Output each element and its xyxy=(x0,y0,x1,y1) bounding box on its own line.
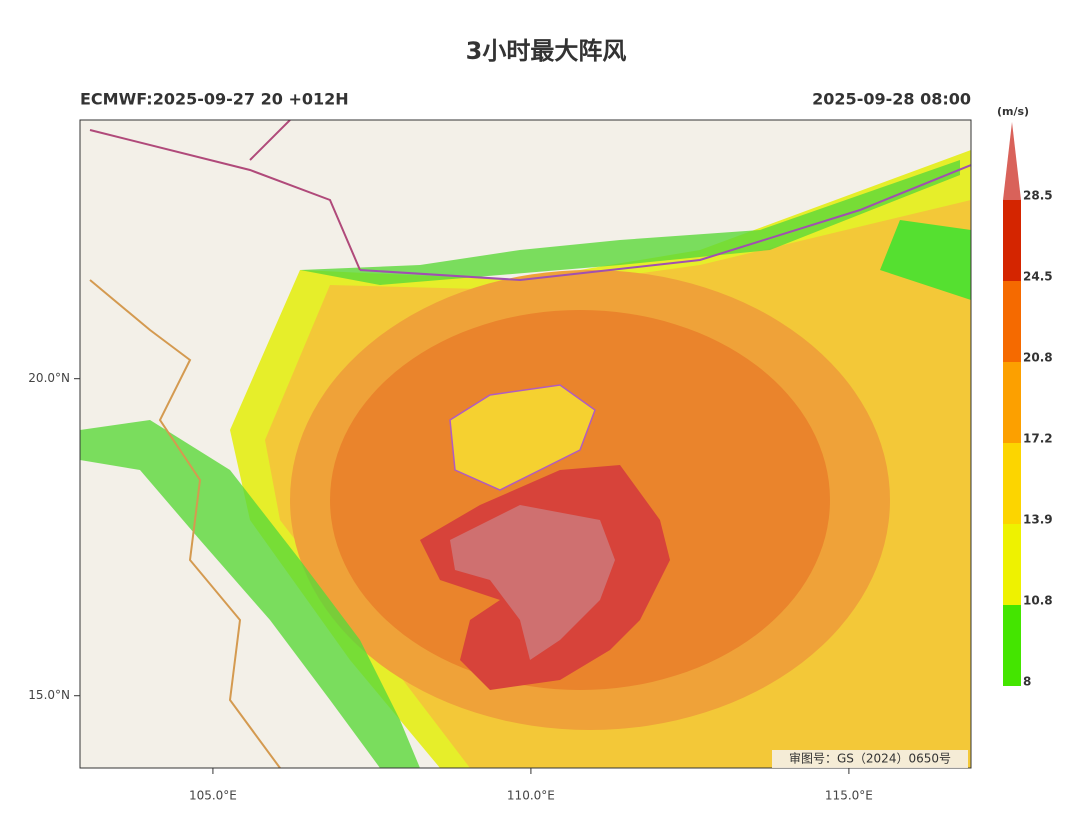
colorbar-label: 13.9 xyxy=(1023,513,1053,527)
colorbar-segment xyxy=(1003,362,1021,443)
x-tick-label: 110.0°E xyxy=(507,789,555,803)
colorbar-segment xyxy=(1003,605,1021,686)
colorbar-segment xyxy=(1003,443,1021,524)
colorbar-label: 17.2 xyxy=(1023,432,1053,446)
colorbar-label: 24.5 xyxy=(1023,270,1053,284)
colorbar-label: 20.8 xyxy=(1023,351,1053,365)
zone-pink xyxy=(450,505,615,660)
subtitle-left: ECMWF:2025-09-27 20 +012H xyxy=(80,90,349,109)
colorbar-segment xyxy=(1003,281,1021,362)
colorbar-label: 8 xyxy=(1023,675,1031,689)
colorbar-segment xyxy=(1003,524,1021,605)
zone-green-coast xyxy=(80,420,420,768)
border xyxy=(89,120,361,271)
colorbar-segment xyxy=(1003,200,1021,281)
colorbar-unit: (m/s) xyxy=(997,105,1029,118)
zone-green-north xyxy=(300,160,960,285)
title: 3小时最大阵风 xyxy=(466,37,627,65)
map-field xyxy=(80,120,971,768)
zone-green xyxy=(880,220,971,300)
note: 审图号：GS（2024）0650号 xyxy=(789,751,951,766)
note-box xyxy=(772,750,968,768)
y-tick-label: 15.0°N xyxy=(28,688,70,702)
colorbar-label: 28.5 xyxy=(1023,189,1053,203)
coastline xyxy=(359,164,971,282)
subtitle-right: 2025-09-28 08:00 xyxy=(812,90,971,109)
colorbar-label: 10.8 xyxy=(1023,594,1053,608)
hainan xyxy=(449,384,596,491)
map-frame xyxy=(79,119,972,769)
border xyxy=(89,279,281,768)
colorbar-extension xyxy=(1003,122,1021,200)
y-tick-label: 20.0°N xyxy=(28,371,70,385)
x-tick-label: 105.0°E xyxy=(189,789,237,803)
x-tick-label: 115.0°E xyxy=(825,789,873,803)
